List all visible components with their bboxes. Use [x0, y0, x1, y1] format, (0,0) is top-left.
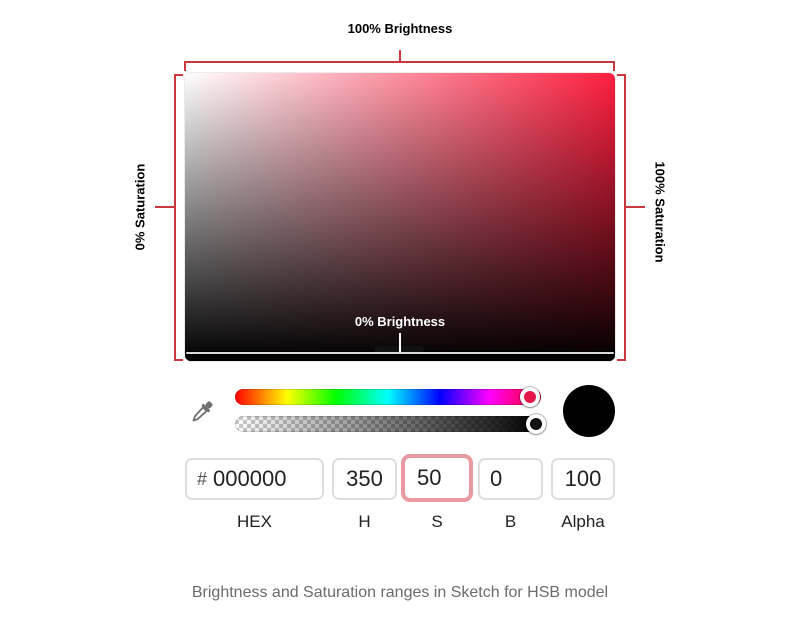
hue-slider-knob[interactable] — [520, 387, 540, 407]
field-bottom-highlight — [186, 352, 614, 354]
alpha-value: 100 — [564, 466, 602, 491]
alpha-label: Alpha — [561, 512, 605, 531]
hex-value: 000000 — [213, 466, 287, 491]
label-100-brightness: 100% Brightness — [347, 21, 453, 36]
hex-prefix: # — [197, 468, 208, 489]
saturation-label: S — [431, 512, 443, 531]
hex-label: HEX — [237, 512, 272, 531]
brightness-label: B — [504, 512, 517, 531]
alpha-slider[interactable] — [235, 416, 541, 432]
saturation-value: 50 — [417, 465, 442, 490]
hex-input[interactable]: # 000000 — [185, 458, 324, 500]
hue-input[interactable]: 350 — [332, 458, 397, 500]
saturation-input[interactable]: 50 — [401, 454, 473, 502]
saturation-brightness-field[interactable] — [185, 73, 615, 361]
right-bracket — [617, 74, 645, 361]
brightness-input[interactable]: 0 — [478, 458, 543, 500]
color-preview-swatch — [563, 385, 615, 437]
alpha-slider-knob[interactable] — [526, 414, 546, 434]
top-bracket — [184, 50, 615, 71]
left-bracket — [155, 74, 183, 361]
eyedropper-icon[interactable] — [186, 396, 218, 428]
alpha-input[interactable]: 100 — [551, 458, 615, 500]
brightness-value: 0 — [490, 466, 503, 491]
figure-caption: Brightness and Saturation ranges in Sket… — [191, 584, 609, 601]
label-0-brightness: 0% Brightness — [354, 314, 446, 329]
hue-value: 350 — [346, 466, 383, 491]
hue-label: H — [358, 512, 371, 531]
hue-slider[interactable] — [235, 389, 541, 405]
field-bottom-edge — [185, 351, 615, 361]
